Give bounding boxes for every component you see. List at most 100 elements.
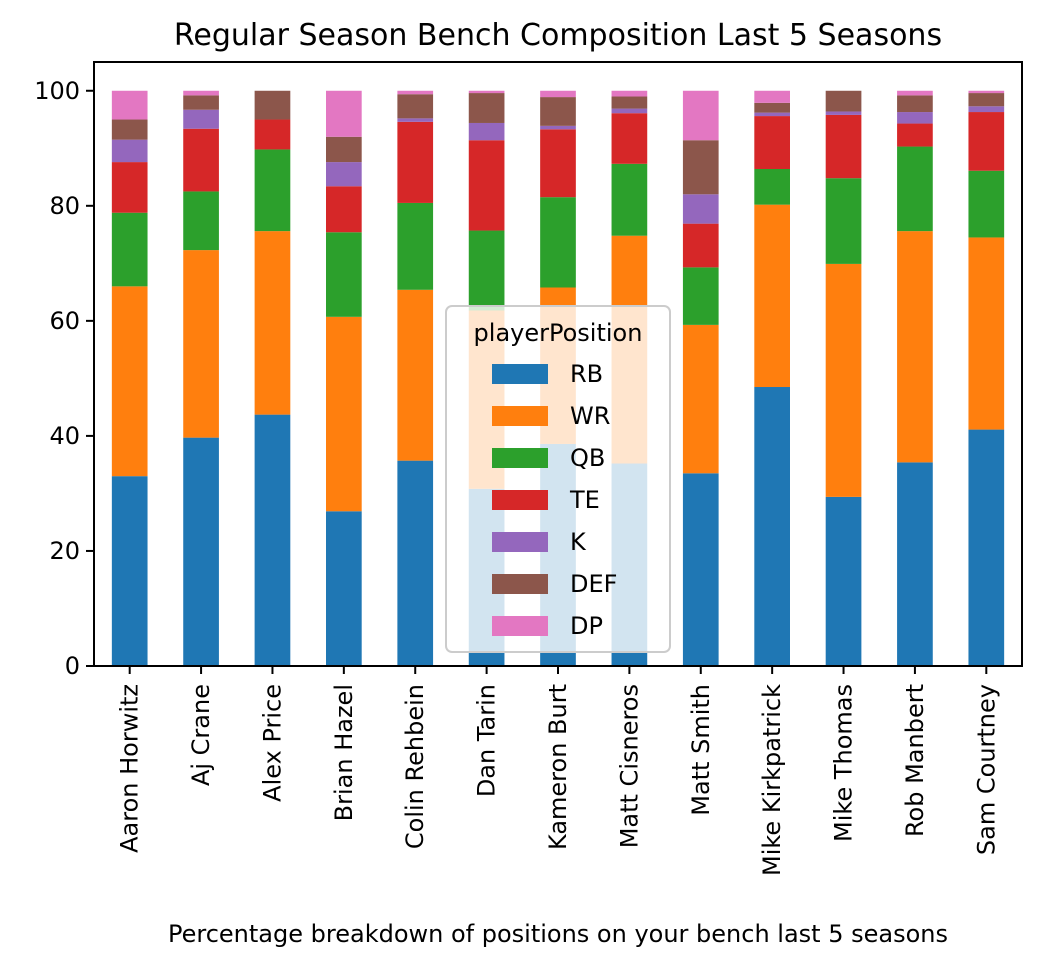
bar-segment-wr — [682, 324, 719, 474]
bar-segment-k — [540, 125, 576, 130]
x-tick-label: Dan Tarin — [473, 684, 501, 797]
bar-segment-rb — [682, 473, 719, 666]
bar-segment-def — [326, 136, 362, 163]
bar-segment-qb — [968, 170, 1005, 238]
bar-segment-te — [611, 113, 648, 164]
legend-swatch-qb — [492, 448, 548, 468]
bar-segment-dp — [326, 90, 362, 137]
bar-segment-def — [183, 95, 219, 110]
legend: playerPosition RB WR QB TE K DEF DP — [445, 305, 671, 653]
bar-segment-qb — [682, 267, 719, 325]
bar-segment-te — [397, 121, 434, 203]
bar-segment-qb — [754, 168, 790, 205]
bar-segment-te — [540, 129, 576, 198]
legend-label-qb: QB — [570, 444, 605, 472]
bar-segment-def — [968, 93, 1005, 107]
bar-segment-te — [682, 223, 719, 268]
y-tick-label: 40 — [49, 422, 80, 450]
bar-segment-rb — [897, 462, 933, 666]
bar-segment-te — [254, 119, 291, 150]
legend-label-dp: DP — [570, 612, 603, 640]
bar-segment-rb — [754, 387, 790, 666]
bar-segment-def — [682, 140, 719, 195]
bar-segment-rb — [397, 460, 434, 666]
x-tick-label: Matt Cisneros — [615, 684, 643, 848]
bar-segment-k — [825, 111, 862, 115]
bar-segment-def — [611, 96, 648, 109]
bar-segment-dp — [754, 90, 790, 103]
legend-label-te: TE — [569, 486, 600, 514]
bar-segment-rb — [968, 429, 1005, 666]
bar-segment-k — [397, 118, 434, 122]
bar-segment-te — [897, 123, 933, 147]
bar-segment-te — [468, 140, 505, 231]
chart-title: Regular Season Bench Composition Last 5 … — [174, 18, 942, 53]
legend-box — [445, 305, 671, 653]
legend-swatch-k — [492, 532, 548, 552]
bar-segment-def — [254, 90, 291, 120]
bar-segment-def — [897, 95, 933, 113]
bar-segment-qb — [897, 146, 933, 232]
legend-label-rb: RB — [570, 360, 603, 388]
x-tick-label: Mike Thomas — [830, 684, 858, 842]
bar-segment-wr — [183, 250, 219, 438]
bar-segment-k — [682, 194, 719, 224]
x-tick-label: Colin Rehbein — [401, 684, 429, 849]
bar-segment-dp — [611, 90, 648, 97]
x-tick-label: Kameron Burt — [544, 684, 572, 850]
bar-segment-te — [183, 128, 219, 192]
bar-segment-te — [968, 112, 1005, 171]
legend-swatch-wr — [492, 406, 548, 426]
legend-swatch-def — [492, 574, 548, 594]
y-tick-label: 0 — [65, 652, 80, 680]
bar-segment-qb — [611, 163, 648, 236]
bar-segment-wr — [326, 316, 362, 512]
bar-segment-def — [111, 119, 148, 140]
legend-swatch-te — [492, 490, 548, 510]
bar-segment-dp — [397, 90, 434, 95]
y-tick-label: 60 — [49, 307, 80, 335]
bar-segment-te — [825, 114, 862, 179]
x-tick-label: Brian Hazel — [330, 684, 358, 821]
bar-segment-te — [111, 162, 148, 213]
legend-label-wr: WR — [570, 402, 610, 430]
bar-segment-wr — [825, 263, 862, 497]
bar-segment-rb — [254, 414, 291, 666]
x-axis-label: Percentage breakdown of positions on you… — [168, 920, 948, 948]
x-tick-label: Alex Price — [258, 684, 286, 802]
bar-segment-rb — [111, 476, 148, 666]
bar-segment-wr — [754, 204, 790, 388]
x-tick-label: Aaron Horwitz — [116, 684, 144, 853]
y-axis: 0 20 40 60 80 100 — [34, 77, 94, 680]
bar-segment-dp — [968, 90, 1005, 94]
bar-segment-def — [754, 102, 790, 113]
bar-segment-def — [825, 90, 862, 112]
y-tick-label: 20 — [49, 537, 80, 565]
bar-segment-dp — [468, 90, 505, 94]
bar-segment-qb — [254, 149, 291, 232]
bar-segment-k — [897, 112, 933, 124]
bar-segment-qb — [111, 212, 148, 287]
y-tick-label: 80 — [49, 192, 80, 220]
bar-segment-qb — [540, 197, 576, 288]
bar-segment-rb — [326, 511, 362, 666]
bar-segment-wr — [111, 286, 148, 477]
bar-segment-def — [397, 94, 434, 119]
bar-segment-dp — [111, 90, 148, 120]
bar-segment-k — [183, 109, 219, 129]
bar-segment-qb — [468, 230, 505, 311]
x-tick-label: Aj Crane — [187, 684, 215, 786]
bar-segment-wr — [254, 231, 291, 415]
y-tick-label: 100 — [34, 77, 80, 105]
bar-segment-k — [111, 139, 148, 163]
bar-segment-k — [611, 108, 648, 114]
x-axis: Aaron Horwitz Aj Crane Alex Price Brian Haz… — [116, 666, 1000, 876]
bar-segment-qb — [326, 232, 362, 317]
bar-segment-qb — [183, 191, 219, 251]
bar-segment-te — [326, 186, 362, 233]
x-tick-label: Mike Kirkpatrick — [758, 684, 786, 876]
bar-segment-wr — [897, 231, 933, 463]
bar-segment-k — [468, 122, 505, 141]
bar-segment-def — [468, 93, 505, 123]
bar-segment-qb — [825, 178, 862, 264]
